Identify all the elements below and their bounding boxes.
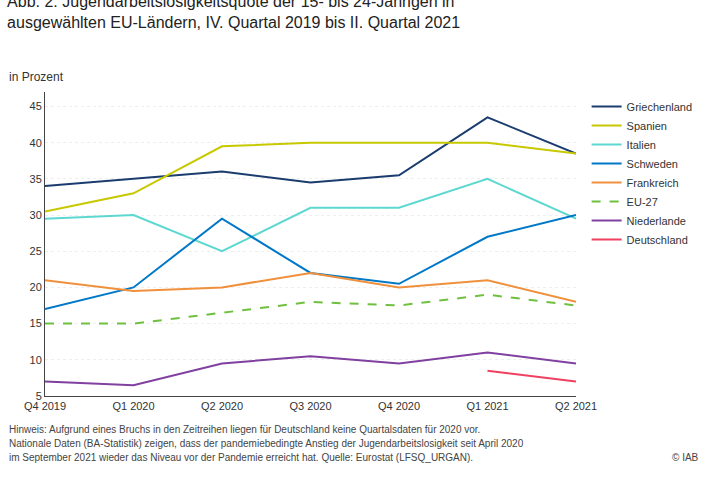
svg-text:20: 20 (30, 281, 42, 293)
svg-text:Spanien: Spanien (627, 120, 667, 132)
svg-text:5: 5 (36, 390, 42, 402)
svg-text:25: 25 (30, 245, 42, 257)
svg-text:© IAB: © IAB (672, 452, 699, 463)
svg-text:35: 35 (30, 173, 42, 185)
svg-text:Abb. 2: Jugendarbeitslosigkeit: Abb. 2: Jugendarbeitslosigkeitsquote der… (7, 0, 460, 31)
svg-text:Nationale Daten (BA-Statistik): Nationale Daten (BA-Statistik) zeigen, d… (9, 438, 524, 449)
svg-text:Griechenland: Griechenland (627, 101, 692, 113)
svg-text:40: 40 (30, 137, 42, 149)
svg-text:Frankreich: Frankreich (627, 177, 679, 189)
svg-text:Italien: Italien (627, 139, 656, 151)
svg-text:Q1 2020: Q1 2020 (112, 400, 154, 412)
svg-text:Q4 2020: Q4 2020 (378, 400, 420, 412)
svg-text:Q4 2019: Q4 2019 (24, 400, 66, 412)
svg-text:Q1 2021: Q1 2021 (466, 400, 508, 412)
svg-text:45: 45 (30, 100, 42, 112)
svg-text:EU-27: EU-27 (627, 196, 658, 208)
svg-text:Deutschland: Deutschland (627, 234, 688, 246)
svg-text:Q2 2021: Q2 2021 (555, 400, 597, 412)
svg-text:in Prozent: in Prozent (9, 70, 64, 84)
svg-text:im September 2021 wieder das N: im September 2021 wieder das Niveau vor … (9, 452, 473, 463)
svg-text:Schweden: Schweden (627, 158, 678, 170)
svg-text:Q2 2020: Q2 2020 (201, 400, 243, 412)
svg-text:30: 30 (30, 209, 42, 221)
svg-text:10: 10 (30, 354, 42, 366)
svg-text:Q3 2020: Q3 2020 (289, 400, 331, 412)
svg-text:Niederlande: Niederlande (627, 215, 686, 227)
svg-text:15: 15 (30, 317, 42, 329)
svg-text:Hinweis: Aufgrund eines Bruchs: Hinweis: Aufgrund eines Bruchs in den Ze… (9, 424, 480, 435)
